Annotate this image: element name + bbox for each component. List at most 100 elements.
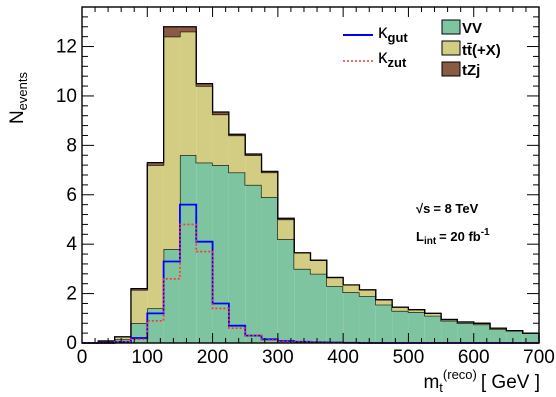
bar-ttx-150 [179, 31, 197, 156]
bar-vv-150 [179, 155, 197, 343]
x-axis-title-main: m [423, 372, 439, 393]
legend-kappa-gut-sub: gut [388, 30, 409, 45]
legend-ttbar-label: tt̄(+X) [462, 42, 501, 59]
bar-vv-100 [147, 308, 164, 343]
bar-vv-650 [506, 330, 523, 343]
lumi-main: L [416, 229, 424, 244]
bar-ttx-550 [441, 319, 458, 321]
bar-ttx-225 [228, 135, 246, 173]
energy-sqrt-s: √s [416, 201, 430, 216]
x-tick-label: 600 [458, 347, 490, 368]
bar-vv-450 [375, 304, 393, 343]
bar-ttx-450 [375, 299, 393, 305]
x-axis-title-unit: [ GeV ] [481, 372, 540, 393]
x-tick-label: 300 [262, 347, 294, 368]
y-tick-label: 8 [66, 135, 77, 156]
bar-ttx-575 [457, 322, 474, 324]
bar-vv-225 [228, 172, 246, 343]
bar-ttx-325 [294, 252, 311, 269]
y-axis-title: Nevents [7, 72, 30, 125]
y-axis-title-main: N [7, 110, 28, 124]
bar-ttx-200 [212, 114, 229, 166]
bar-tzj-100 [147, 162, 164, 166]
bar-vv-550 [441, 320, 458, 343]
legend-ttbar-swatch [441, 40, 461, 56]
y-tick-label: 10 [56, 86, 77, 107]
x-tick-label: 0 [77, 347, 88, 368]
x-tick-label: 100 [131, 347, 163, 368]
bar-vv-250 [245, 184, 262, 343]
bar-tzj-125 [163, 26, 180, 37]
bar-ttx-400 [343, 284, 360, 293]
y-tick-label: 0 [66, 333, 77, 354]
legend-kappa-gut-symbol: κ [378, 22, 388, 43]
y-tick-label: 4 [66, 234, 77, 255]
bar-ttx-525 [424, 313, 442, 316]
bar-vv-175 [196, 162, 213, 343]
bar-vv-200 [212, 165, 229, 343]
lumi-sub: int [424, 236, 437, 247]
y-tick-label: 12 [56, 37, 77, 58]
legend-kappa-zut-symbol: κ [378, 47, 388, 68]
lumi-sup: -1 [481, 227, 490, 238]
bar-ttx-250 [245, 155, 262, 185]
x-tick-label: 400 [327, 347, 359, 368]
bar-vv-275 [261, 197, 278, 343]
x-tick-label: 200 [197, 347, 229, 368]
bar-vv-125 [163, 249, 180, 343]
energy-annotation: √s = 8 TeV [416, 201, 479, 216]
bar-ttx-425 [359, 289, 376, 297]
bar-ttx-500 [408, 309, 425, 313]
stacked-bars [82, 26, 540, 344]
x-axis-title-sup: (reco) [443, 367, 477, 382]
bar-vv-600 [473, 324, 491, 343]
bar-ttx-300 [277, 219, 295, 240]
legend-kappa-zut: κzut [378, 47, 407, 70]
x-axis-title: mt(reco) [ GeV ] [423, 367, 540, 395]
bar-vv-525 [424, 315, 442, 343]
legend-signals: κgut κzut [343, 22, 408, 70]
legend-vv-swatch [441, 19, 461, 35]
lumi-annotation: Lint = 20 fb-1 [416, 227, 490, 247]
bar-vv-425 [359, 296, 376, 343]
bar-vv-575 [457, 323, 474, 343]
legend-tzj-swatch [441, 61, 461, 77]
y-tick-label: 6 [66, 185, 77, 206]
legend-kappa-zut-sub: zut [388, 55, 407, 70]
legend-tzj-label: tZj [462, 62, 480, 79]
bar-vv-625 [490, 329, 507, 343]
bar-tzj-150 [179, 26, 197, 32]
bar-vv-325 [294, 268, 311, 343]
bar-vv-400 [343, 292, 360, 343]
outline-tzj [82, 26, 540, 344]
y-axis-title-sub: events [15, 72, 30, 111]
bar-vv-300 [277, 239, 295, 343]
bar-ttx-600 [473, 323, 491, 325]
bar-vv-350 [310, 273, 327, 343]
y-tick-label: 2 [66, 284, 77, 305]
bar-ttx-375 [326, 277, 344, 287]
bar-vv-500 [408, 312, 425, 343]
bar-vv-375 [326, 286, 344, 343]
axis-ticks: 0 100 200 300 400 500 600 700 0 2 4 6 8 10 12 [56, 7, 555, 368]
bar-ttx-475 [392, 307, 409, 311]
energy-value: = 8 TeV [433, 201, 478, 216]
bar-tzj-75 [130, 288, 148, 290]
legend-backgrounds: VV tt̄(+X) tZj [441, 19, 501, 79]
bar-ttx-125 [163, 36, 180, 250]
bar-ttx-275 [261, 172, 278, 198]
bar-tzj-275 [261, 171, 278, 173]
lumi-value: = 20 fb [439, 229, 481, 244]
bar-tzj-300 [277, 218, 295, 220]
bar-vv-475 [392, 310, 409, 343]
bar-vv-675 [522, 333, 539, 343]
x-tick-label: 700 [523, 347, 555, 368]
legend-vv-label: VV [462, 20, 482, 37]
legend-kappa-gut: κgut [378, 22, 408, 45]
bar-tzj-200 [212, 112, 229, 115]
bar-tzj-250 [245, 154, 262, 156]
bar-tzj-175 [196, 83, 213, 87]
x-axis-title-sub: t [439, 380, 443, 395]
bar-ttx-100 [147, 165, 164, 309]
